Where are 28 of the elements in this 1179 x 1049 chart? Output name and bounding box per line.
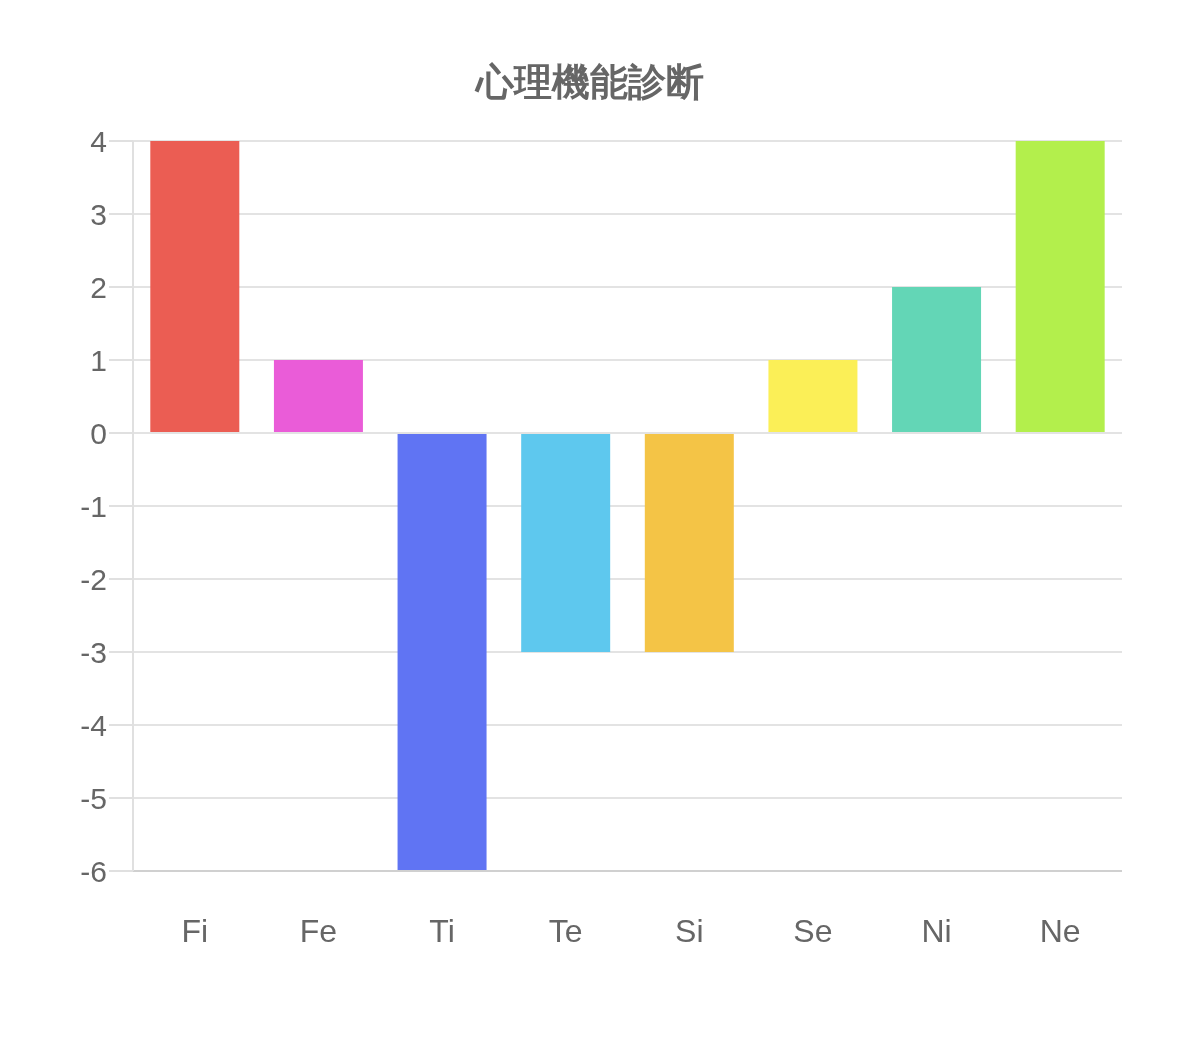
bar bbox=[768, 360, 858, 433]
y-tick-label: 3 bbox=[90, 197, 107, 231]
x-tick-label: Se bbox=[793, 912, 833, 949]
bar bbox=[397, 433, 487, 871]
bar bbox=[644, 433, 734, 652]
chart-title: 心理機能診断 bbox=[473, 59, 705, 106]
bar bbox=[150, 141, 240, 433]
y-tick-label: 4 bbox=[90, 124, 107, 158]
y-tick-label: -1 bbox=[80, 489, 107, 523]
y-tick-label: 2 bbox=[90, 270, 107, 304]
y-tick-label: -4 bbox=[80, 708, 107, 742]
x-tick-label: Ni bbox=[921, 912, 952, 949]
bar bbox=[1015, 141, 1105, 433]
y-tick-label: -3 bbox=[80, 635, 107, 669]
x-tick-label: Fi bbox=[181, 912, 209, 949]
bar bbox=[273, 360, 363, 433]
x-tick-label: Ti bbox=[429, 912, 455, 949]
y-tick-label: -6 bbox=[80, 854, 107, 888]
y-tick-label: -2 bbox=[80, 562, 107, 596]
bar bbox=[521, 433, 611, 652]
y-tick-label: 1 bbox=[90, 343, 107, 377]
x-tick-label: Si bbox=[675, 912, 704, 949]
x-tick-label: Te bbox=[548, 912, 583, 949]
y-tick-label: 0 bbox=[90, 416, 107, 450]
x-tick-label: Ne bbox=[1039, 912, 1081, 949]
bar bbox=[892, 287, 982, 433]
y-tick-label: -5 bbox=[80, 781, 107, 815]
x-tick-label: Fe bbox=[299, 912, 338, 949]
